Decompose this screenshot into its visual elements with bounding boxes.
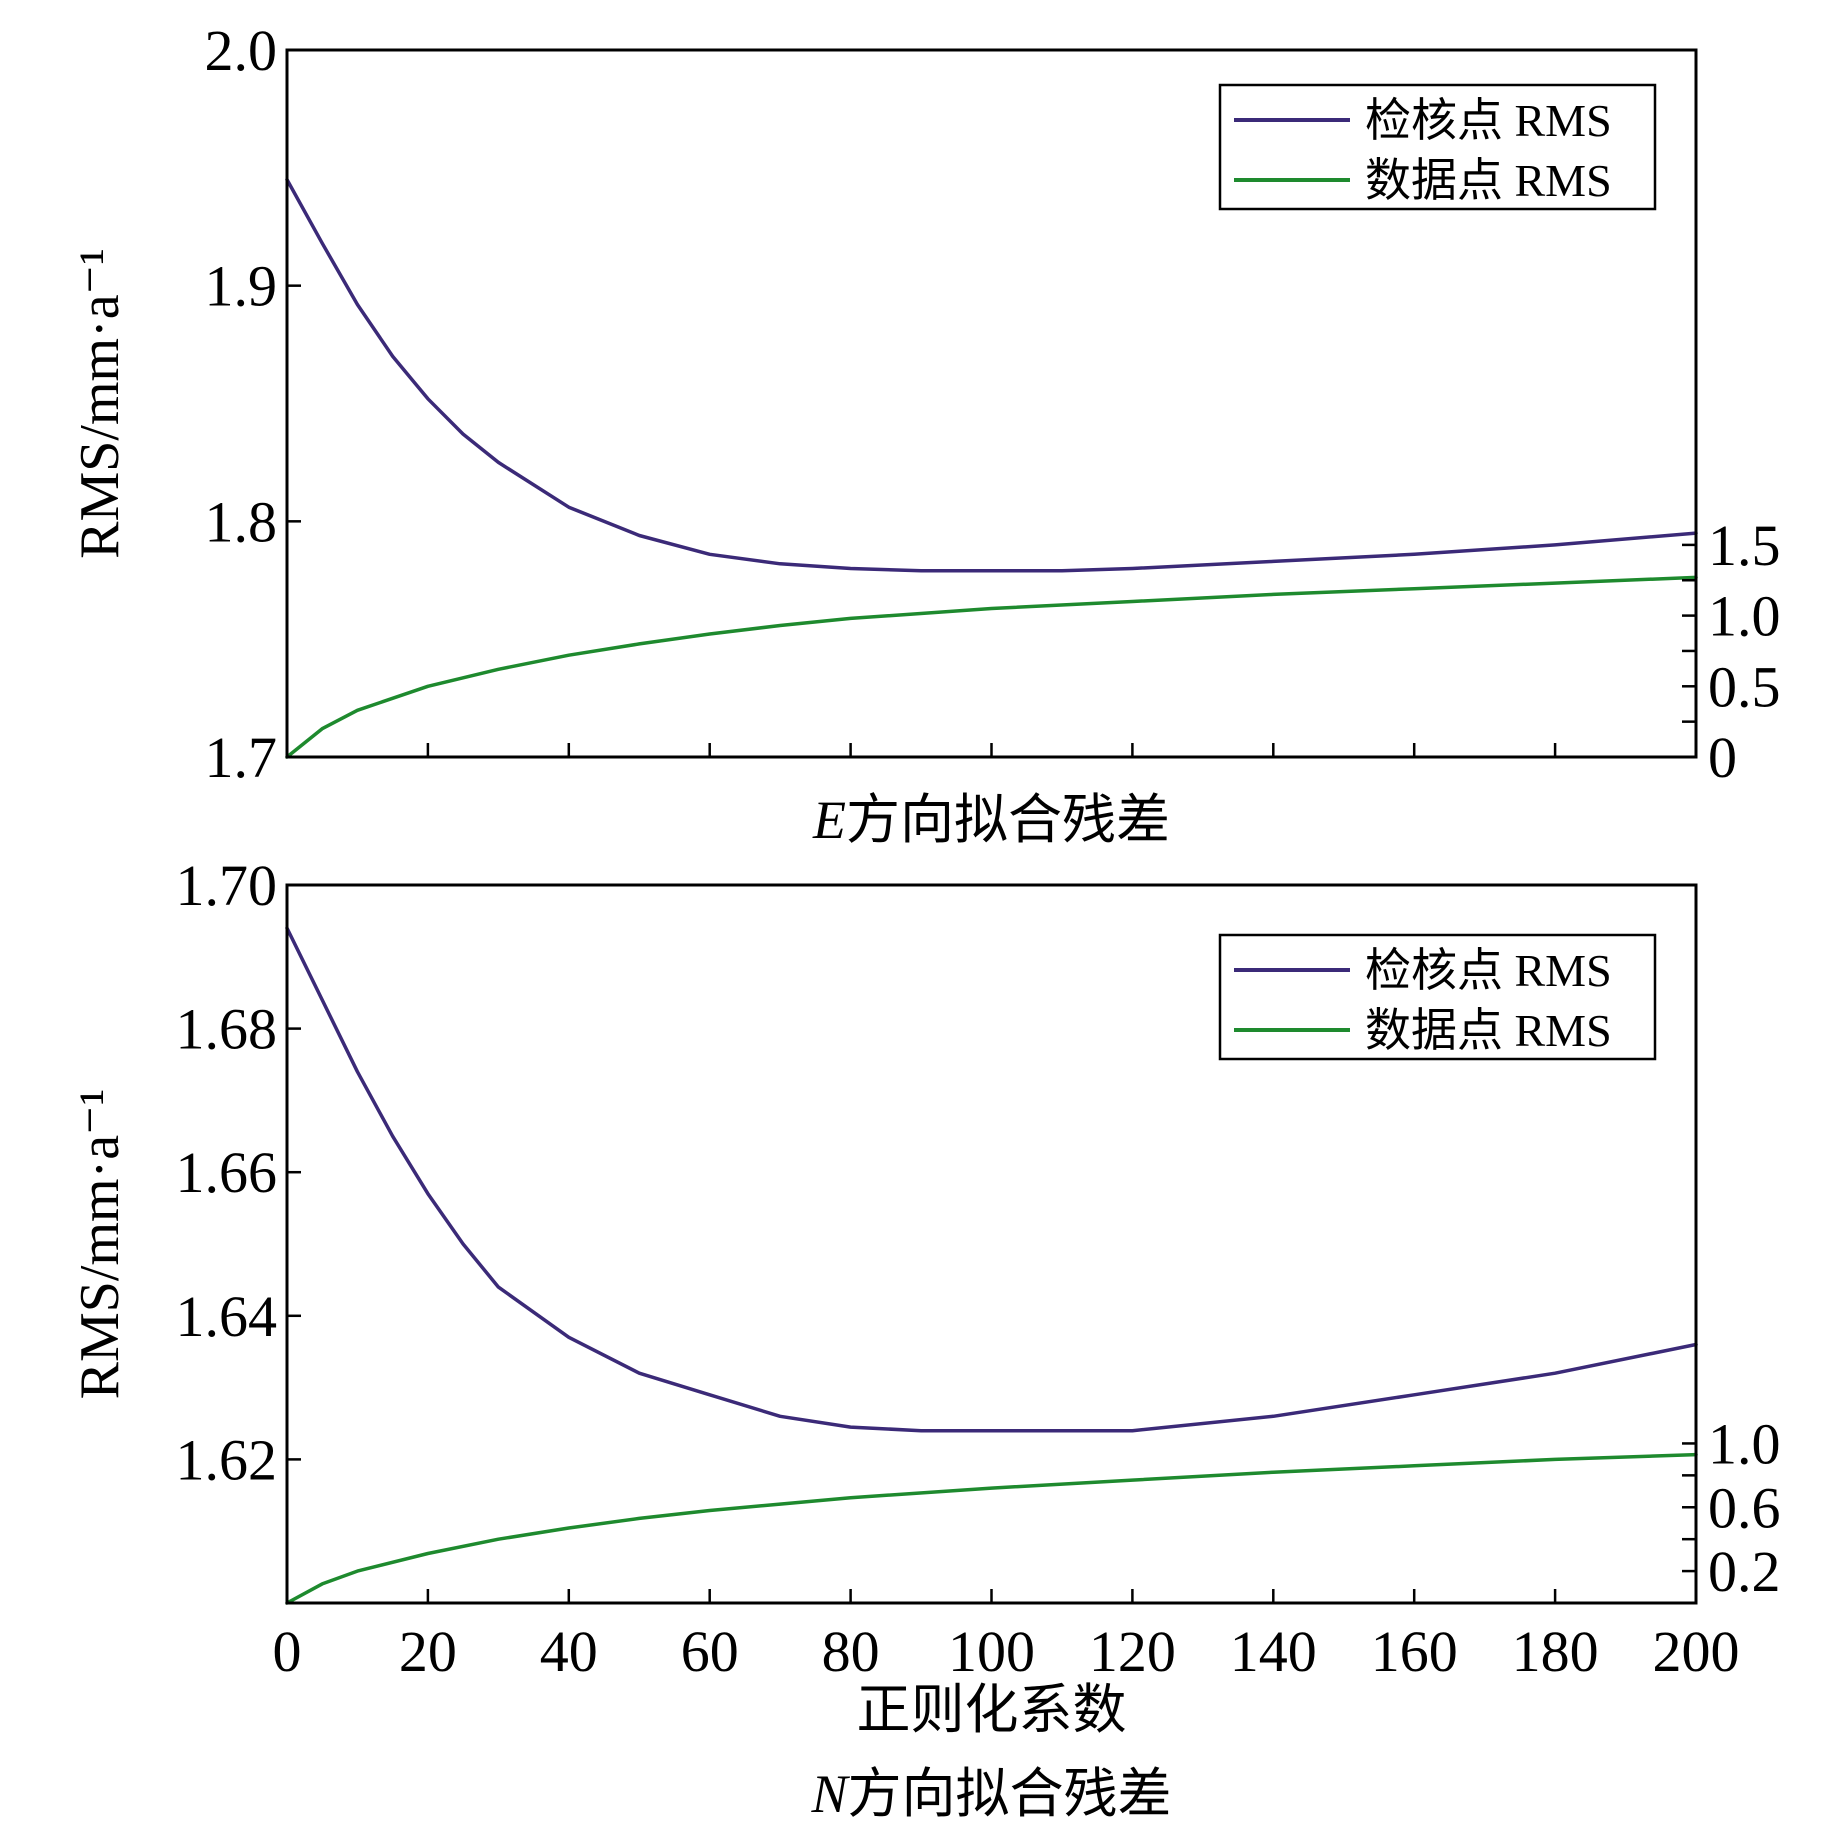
x-tick-label: 100 <box>948 1619 1035 1684</box>
x-axis-label: 正则化系数 <box>857 1680 1127 1740</box>
x-tick-label: 60 <box>681 1619 739 1684</box>
y-tick-label: 1.9 <box>205 254 278 319</box>
x-tick-label: 200 <box>1653 1619 1740 1684</box>
x-tick-label: 40 <box>540 1619 598 1684</box>
x-tick-label: 80 <box>822 1619 880 1684</box>
y-tick-label: 1.8 <box>205 489 278 554</box>
legend-label: 数据点 RMS <box>1365 155 1612 206</box>
y2-tick-label: 0 <box>1708 725 1737 790</box>
chart-e-direction: 1.7 1.8 1.9 2.0 00.51.01.5 RMS/mm·a⁻¹ 检核点 RMS 数… <box>69 18 1781 850</box>
y-tick-label: 1.62 <box>176 1427 278 1492</box>
series-line-check-points <box>285 177 1698 573</box>
y2-tick-label: 0.5 <box>1708 654 1781 719</box>
y-axis-label: RMS/mm·a⁻¹ <box>69 248 131 559</box>
y2-tick-label: 1.0 <box>1708 1411 1781 1476</box>
y-tick-label: 1.70 <box>176 853 278 918</box>
panel-caption: N方向拟合残差 <box>810 1764 1171 1824</box>
legend: 检核点 RMS 数据点 RMS <box>1218 83 1657 211</box>
x-tick-label: 160 <box>1371 1619 1458 1684</box>
x-tick-label: 180 <box>1512 1619 1599 1684</box>
y2-tick-label: 1.5 <box>1708 513 1781 578</box>
x-tick-label: 120 <box>1089 1619 1176 1684</box>
y-axis-label: RMS/mm·a⁻¹ <box>69 1089 131 1400</box>
x-tick-label: 140 <box>1230 1619 1317 1684</box>
caption-italic-letter: E <box>812 790 846 850</box>
caption-text: 方向拟合残差 <box>848 1764 1172 1824</box>
y-tick-label: 1.66 <box>176 1140 278 1205</box>
y-tick-label: 1.7 <box>205 725 278 790</box>
chart-n-direction: 0 20 40 60 80 100 120 140 160 180 200 1.62 1.64 1.66 1… <box>69 853 1781 1824</box>
caption-italic-letter: N <box>810 1764 850 1824</box>
panel-caption: E方向拟合残差 <box>812 790 1170 850</box>
legend-box <box>1218 933 1657 1061</box>
x-tick-label: 0 <box>273 1619 302 1684</box>
x-tick-label: 20 <box>399 1619 457 1684</box>
series-line-data-points <box>285 1452 1698 1605</box>
y2-tick-label: 0.6 <box>1708 1475 1781 1540</box>
legend-label: 检核点 RMS <box>1365 945 1612 996</box>
legend-box <box>1218 83 1657 211</box>
y-tick-label: 1.68 <box>176 997 278 1062</box>
caption-text: 方向拟合残差 <box>846 790 1170 850</box>
y2-tick-label: 1.0 <box>1708 584 1781 649</box>
series-line-data-points <box>285 575 1698 759</box>
y-tick-label: 2.0 <box>205 18 278 83</box>
legend-label: 检核点 RMS <box>1365 95 1612 146</box>
series-line-check-points <box>285 926 1698 1433</box>
legend-label: 数据点 RMS <box>1365 1005 1612 1056</box>
y-tick-label: 1.64 <box>176 1284 278 1349</box>
legend: 检核点 RMS 数据点 RMS <box>1218 933 1657 1061</box>
y2-tick-label: 0.2 <box>1708 1539 1781 1604</box>
